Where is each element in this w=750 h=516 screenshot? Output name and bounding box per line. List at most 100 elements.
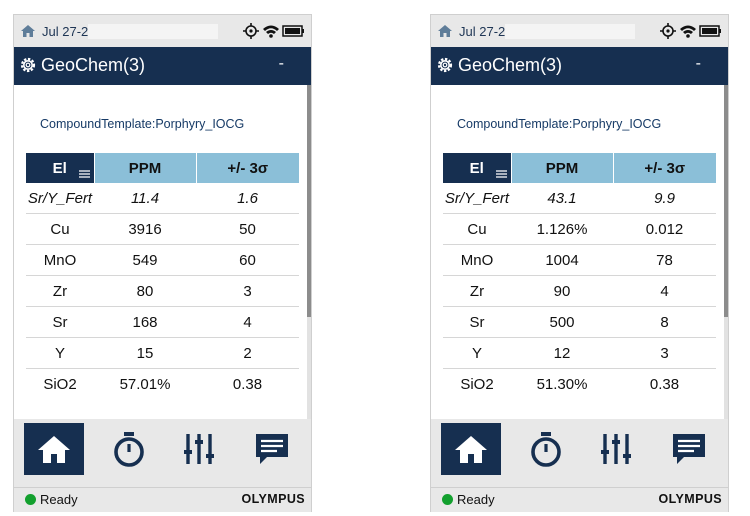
gear-icon[interactable] (436, 56, 454, 74)
ppm-cell: 1004 (511, 244, 613, 276)
error-cell: 1.6 (237, 189, 258, 207)
status-footer: Ready OLYMPUS (14, 487, 311, 512)
ppm-cell: 12 (511, 337, 613, 369)
table-row[interactable]: Y 12 3 (443, 337, 716, 369)
header-ppm[interactable]: PPM (510, 153, 613, 183)
analyzer-screen-left: Jul 27-21 GeoChem(3) - CompoundTemplate:… (13, 14, 312, 512)
scrollbar[interactable] (307, 85, 311, 419)
home-icon[interactable] (20, 24, 36, 38)
element-cell: MnO (26, 244, 94, 276)
results-content: CompoundTemplate:Porphyry_IOCG El PPM +/… (14, 85, 307, 419)
ppm-cell: 3916 (94, 213, 196, 245)
table-row[interactable]: MnO 1004 78 (443, 244, 716, 276)
table-row[interactable]: MnO 549 60 (26, 244, 299, 276)
status-icons (243, 23, 304, 39)
element-cell: Zr (443, 275, 511, 307)
header-element[interactable]: El (26, 153, 94, 183)
error-cell: 8 (613, 306, 716, 338)
header-error[interactable]: +/- 3σ (612, 153, 716, 183)
table-row[interactable]: Zr 80 3 (26, 275, 299, 307)
scrollbar-thumb[interactable] (724, 85, 728, 317)
table-row[interactable]: SiO2 57.01% 0.38 (26, 368, 299, 399)
table-row[interactable]: Zr 90 4 (443, 275, 716, 307)
nav-timer-button[interactable] (99, 423, 159, 475)
nav-timer-button[interactable] (516, 423, 576, 475)
error-cell: 0.38 (196, 368, 299, 399)
element-cell: MnO (443, 244, 511, 276)
element-cell: Zr (26, 275, 94, 307)
error-cell: 78 (613, 244, 716, 276)
error-cell: 3 (196, 275, 299, 307)
bottom-nav (431, 419, 728, 487)
nav-home-button[interactable] (441, 423, 501, 475)
app-title: GeoChem(3) (458, 55, 563, 75)
table-row[interactable]: Cu 3916 50 (26, 213, 299, 245)
error-cell: 4 (613, 275, 716, 307)
table-row[interactable]: SiO2 51.30% 0.38 (443, 368, 716, 399)
element-cell: SiO2 (443, 368, 511, 399)
battery-icon (282, 25, 304, 37)
status-field (88, 24, 218, 39)
table-row[interactable]: Sr/Y_Fert 43.1 9.9 (443, 183, 716, 214)
header-element-label: El (52, 159, 67, 177)
analyzer-screen-right: Jul 27-22 GeoChem(3) - CompoundTemplate:… (430, 14, 729, 512)
nav-home-button[interactable] (24, 423, 84, 475)
nav-message-button[interactable] (659, 423, 719, 475)
timer-icon (531, 432, 561, 467)
table-row[interactable]: Cu 1.126% 0.012 (443, 213, 716, 245)
element-cell: Sr/Y_Fert (444, 189, 510, 207)
ppm-cell: 15 (94, 337, 196, 369)
nav-adjust-button[interactable] (169, 423, 229, 475)
status-text: Ready (40, 492, 78, 507)
menu-icon[interactable] (495, 170, 507, 178)
error-cell: 4 (196, 306, 299, 338)
element-cell: Cu (443, 213, 511, 245)
ppm-cell: 500 (511, 306, 613, 338)
ppm-cell: 80 (94, 275, 196, 307)
template-label: CompoundTemplate:Porphyry_IOCG (40, 117, 245, 131)
status-dot-icon (25, 494, 36, 505)
element-cell: Y (26, 337, 94, 369)
minimize-button[interactable]: - (278, 55, 284, 72)
home-icon (455, 436, 487, 463)
wifi-icon (263, 25, 279, 38)
error-cell: 50 (196, 213, 299, 245)
element-cell: Y (443, 337, 511, 369)
minimize-button[interactable]: - (695, 55, 701, 72)
nav-message-button[interactable] (242, 423, 302, 475)
results-table: El PPM +/- 3σ Sr/Y_Fert 11.4 1.6 Cu 3916… (26, 153, 299, 399)
ppm-cell: 43.1 (547, 189, 577, 207)
status-bar: Jul 27-21 (14, 15, 311, 47)
table-row[interactable]: Sr/Y_Fert 11.4 1.6 (26, 183, 299, 214)
scrollbar-thumb[interactable] (307, 85, 311, 317)
template-label: CompoundTemplate:Porphyry_IOCG (457, 117, 662, 131)
menu-icon[interactable] (78, 170, 90, 178)
element-cell: Cu (26, 213, 94, 245)
ppm-cell: 168 (94, 306, 196, 338)
adjust-sliders-icon (601, 434, 631, 464)
header-element[interactable]: El (443, 153, 511, 183)
element-cell: SiO2 (26, 368, 94, 399)
nav-adjust-button[interactable] (586, 423, 646, 475)
table-row[interactable]: Y 15 2 (26, 337, 299, 369)
table-row[interactable]: Sr 168 4 (26, 306, 299, 338)
error-cell: 0.38 (613, 368, 716, 399)
brand-logo: OLYMPUS (658, 492, 722, 506)
scrollbar[interactable] (724, 85, 728, 419)
error-cell: 2 (196, 337, 299, 369)
table-row[interactable]: Sr 500 8 (443, 306, 716, 338)
gear-icon[interactable] (19, 56, 37, 74)
table-header-row: El PPM +/- 3σ (26, 153, 299, 183)
ppm-cell: 57.01% (94, 368, 196, 399)
error-cell: 60 (196, 244, 299, 276)
status-field (505, 24, 635, 39)
home-icon[interactable] (437, 24, 453, 38)
header-error[interactable]: +/- 3σ (195, 153, 299, 183)
date-label: Jul 27-21 (42, 24, 96, 39)
status-text: Ready (457, 492, 495, 507)
timer-icon (114, 432, 144, 467)
header-ppm[interactable]: PPM (93, 153, 196, 183)
status-bar: Jul 27-22 (431, 15, 728, 47)
element-cell: Sr (443, 306, 511, 338)
message-icon (673, 434, 705, 464)
